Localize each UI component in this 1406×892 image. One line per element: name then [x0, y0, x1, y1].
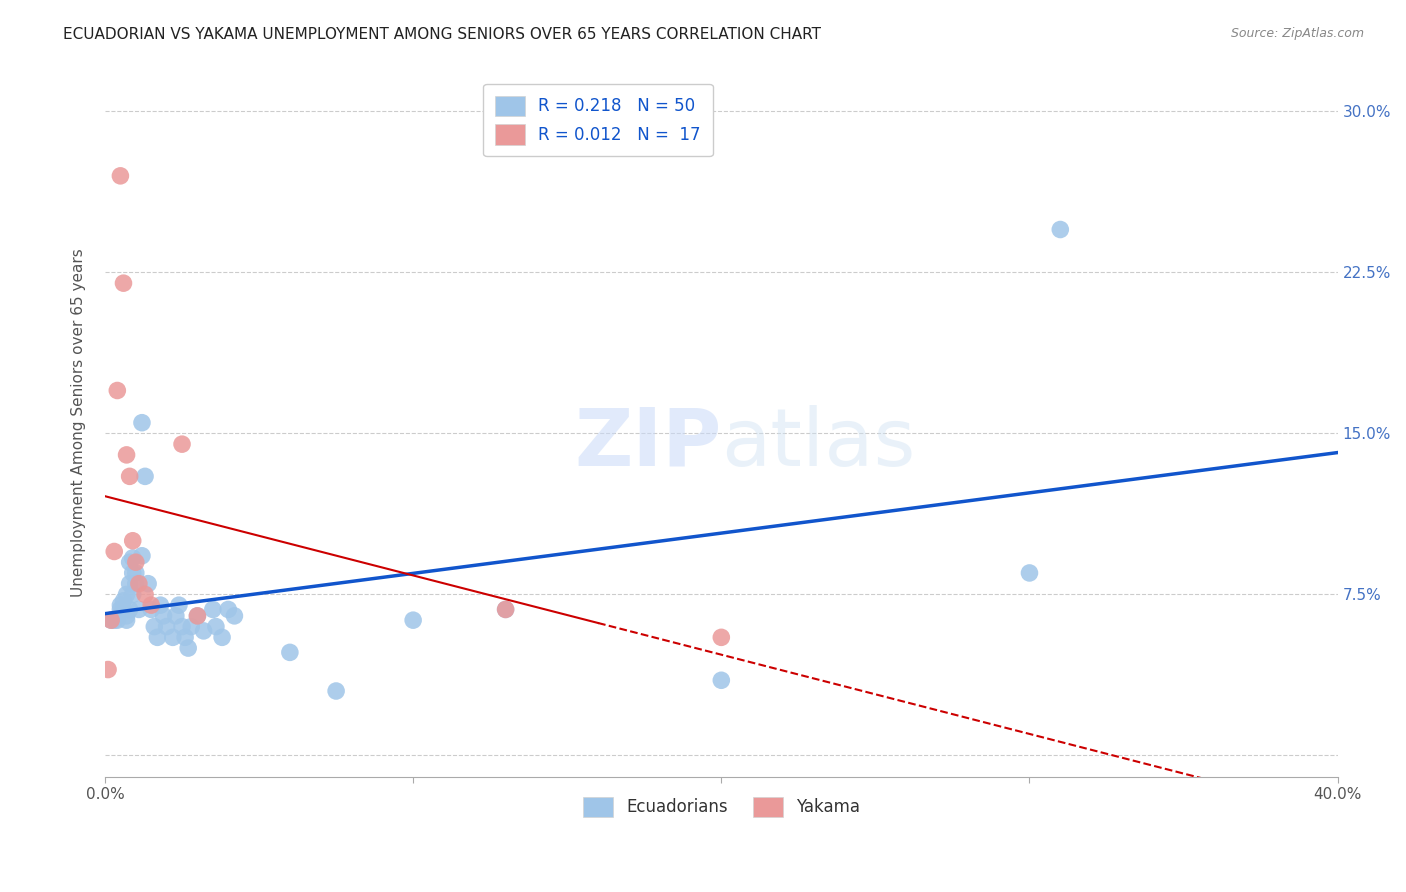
Point — [170, 437, 193, 451]
Point — [118, 469, 141, 483]
Point — [152, 608, 174, 623]
Point — [224, 608, 246, 623]
Text: Source: ZipAtlas.com: Source: ZipAtlas.com — [1230, 27, 1364, 40]
Point — [105, 384, 128, 398]
Legend: Ecuadorians, Yakama: Ecuadorians, Yakama — [574, 789, 869, 825]
Point — [121, 587, 143, 601]
Point — [146, 631, 169, 645]
Point — [167, 598, 190, 612]
Point — [118, 602, 141, 616]
Point — [177, 641, 200, 656]
Point — [115, 608, 138, 623]
Point — [170, 619, 193, 633]
Point — [143, 619, 166, 633]
Point — [136, 576, 159, 591]
Point — [121, 566, 143, 580]
Point — [118, 576, 141, 591]
Point — [110, 598, 132, 612]
Point — [174, 631, 197, 645]
Point — [112, 276, 135, 290]
Point — [118, 555, 141, 569]
Point — [162, 631, 184, 645]
Point — [115, 587, 138, 601]
Point — [186, 608, 208, 623]
Point — [217, 602, 239, 616]
Text: atlas: atlas — [721, 405, 915, 483]
Point — [121, 550, 143, 565]
Point — [186, 608, 208, 623]
Text: ECUADORIAN VS YAKAMA UNEMPLOYMENT AMONG SENIORS OVER 65 YEARS CORRELATION CHART: ECUADORIAN VS YAKAMA UNEMPLOYMENT AMONG … — [63, 27, 821, 42]
Point — [1049, 222, 1071, 236]
Point — [165, 608, 187, 623]
Point — [100, 613, 122, 627]
Point — [149, 598, 172, 612]
Point — [125, 576, 148, 591]
Point — [131, 549, 153, 563]
Point — [121, 533, 143, 548]
Point — [134, 587, 156, 601]
Point — [710, 631, 733, 645]
Point — [105, 613, 128, 627]
Point — [100, 613, 122, 627]
Point — [110, 169, 132, 183]
Point — [97, 663, 120, 677]
Point — [193, 624, 215, 638]
Point — [201, 602, 224, 616]
Point — [710, 673, 733, 688]
Point — [211, 631, 233, 645]
Point — [278, 645, 301, 659]
Point — [495, 602, 517, 616]
Point — [103, 544, 125, 558]
Point — [128, 602, 150, 616]
Point — [115, 613, 138, 627]
Point — [205, 619, 228, 633]
Text: ZIP: ZIP — [574, 405, 721, 483]
Point — [156, 619, 179, 633]
Point — [112, 602, 135, 616]
Point — [125, 566, 148, 580]
Point — [141, 598, 163, 612]
Point — [495, 602, 517, 616]
Point — [125, 555, 148, 569]
Point — [128, 576, 150, 591]
Y-axis label: Unemployment Among Seniors over 65 years: Unemployment Among Seniors over 65 years — [72, 248, 86, 597]
Point — [141, 602, 163, 616]
Point — [402, 613, 425, 627]
Point — [180, 619, 202, 633]
Point — [134, 469, 156, 483]
Point — [112, 594, 135, 608]
Point — [115, 448, 138, 462]
Point — [1018, 566, 1040, 580]
Point — [325, 684, 347, 698]
Point — [103, 613, 125, 627]
Point — [110, 602, 132, 616]
Point — [131, 416, 153, 430]
